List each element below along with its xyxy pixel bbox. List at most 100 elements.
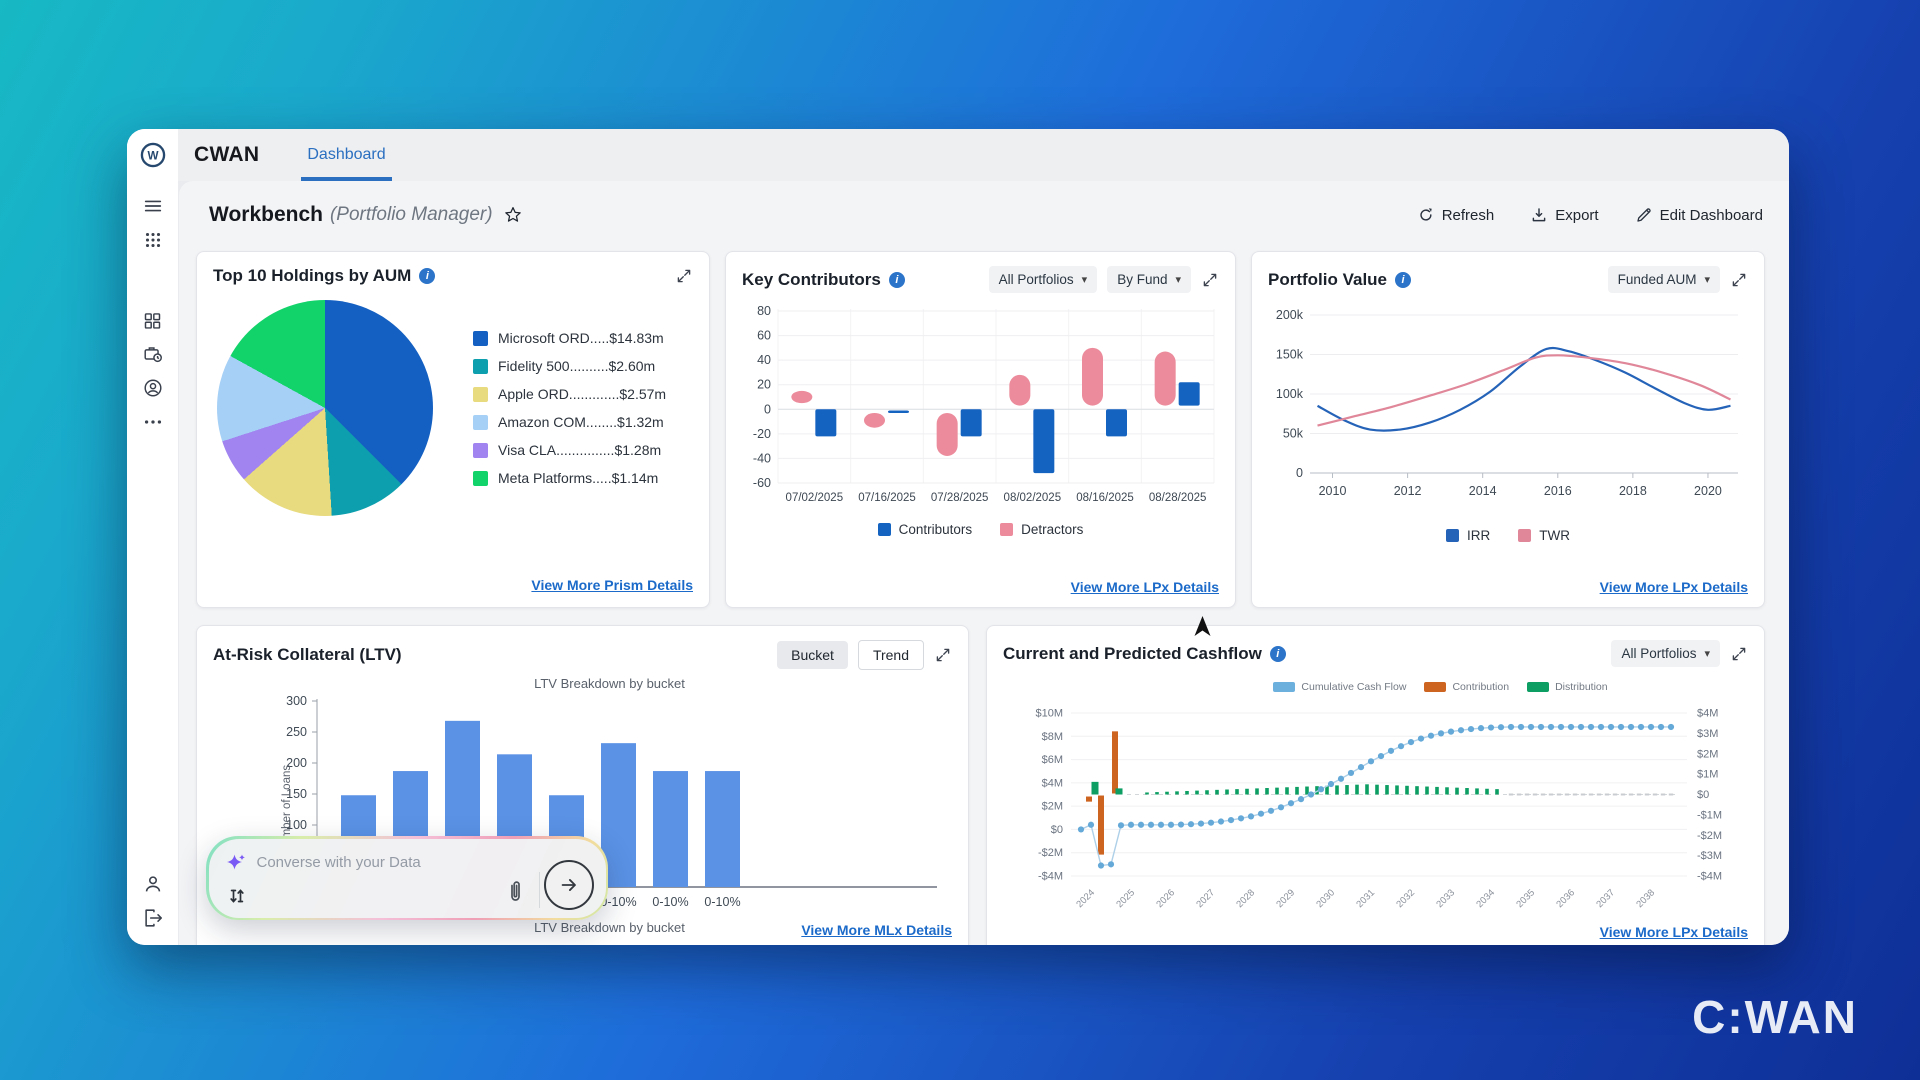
ltv-expand-button[interactable] (934, 646, 952, 664)
portfolio-value-header: Portfolio Value i Funded AUM ▾ (1252, 252, 1764, 297)
card-key-contributors: Key Contributors i All Portfolios ▾ By F… (725, 251, 1236, 608)
tab-dashboard[interactable]: Dashboard (301, 129, 392, 181)
dashboards-button[interactable] (127, 303, 178, 337)
svg-text:$10M: $10M (1035, 708, 1063, 720)
svg-text:2018: 2018 (1619, 484, 1647, 498)
chat-placeholder: Converse with your Data (256, 853, 421, 871)
svg-text:$0: $0 (1697, 789, 1709, 801)
svg-text:2024: 2024 (1074, 887, 1097, 910)
favorite-star-button[interactable] (503, 205, 523, 225)
svg-text:200: 200 (286, 756, 307, 770)
edit-dashboard-button[interactable]: Edit Dashboard (1635, 206, 1763, 224)
cashflow-title: Current and Predicted Cashflow (1003, 643, 1262, 663)
profile-button[interactable] (127, 867, 178, 901)
svg-text:07/28/2025: 07/28/2025 (931, 492, 989, 504)
svg-text:2027: 2027 (1194, 887, 1217, 910)
legend-item: Distribution (1527, 681, 1608, 693)
pencil-icon (1636, 208, 1651, 222)
legend-item: Visa CLA...............$1.28m (473, 442, 666, 458)
byfund-dropdown[interactable]: By Fund ▾ (1107, 266, 1191, 293)
legend-label: Meta Platforms.....$1.14m (498, 470, 659, 486)
legend-swatch (1273, 682, 1296, 692)
converse-chat-input[interactable]: Converse with your Data (208, 838, 606, 918)
cashflow-portfolios-dropdown-value: All Portfolios (1621, 646, 1697, 661)
holdings-legend: Microsoft ORD.....$14.83m Fidelity 500...… (473, 330, 666, 486)
cashflow-info-icon[interactable]: i (1269, 645, 1286, 662)
svg-text:$2M: $2M (1697, 748, 1718, 760)
ellipsis-icon (144, 420, 161, 424)
user-icon (145, 876, 160, 892)
svg-text:-$4M: -$4M (1038, 871, 1063, 883)
attach-paperclip-icon[interactable] (504, 880, 526, 904)
portfolio-value-info-icon[interactable]: i (1395, 271, 1412, 288)
portfolio-value-view-more-link[interactable]: View More LPx Details (1599, 579, 1748, 595)
legend-swatch (1518, 529, 1532, 542)
chat-adjust-icon[interactable] (227, 886, 247, 906)
cashflow-expand-button[interactable] (1730, 645, 1748, 663)
svg-text:0: 0 (1296, 466, 1303, 480)
chevron-down-icon: ▾ (1704, 648, 1710, 660)
key-contributors-view-more-link[interactable]: View More LPx Details (1070, 579, 1219, 595)
svg-text:2030: 2030 (1314, 887, 1337, 910)
cashflow-portfolios-dropdown[interactable]: All Portfolios ▾ (1611, 640, 1720, 667)
legend-swatch (473, 386, 488, 402)
portfolio-history-button[interactable] (127, 337, 178, 371)
svg-text:08/16/2025: 08/16/2025 (1076, 492, 1134, 504)
bucket-toggle-button[interactable]: Bucket (777, 641, 848, 669)
app-window: W CWAN Dashboard (127, 129, 1789, 945)
refresh-icon (1420, 208, 1432, 221)
key-contributors-info-icon[interactable]: i (888, 271, 905, 288)
ltv-title: At-Risk Collateral (LTV) (213, 645, 402, 664)
svg-text:80: 80 (757, 304, 771, 318)
account-button[interactable] (127, 371, 178, 405)
portfolios-dropdown[interactable]: All Portfolios ▾ (988, 266, 1098, 293)
refresh-button[interactable]: Refresh (1417, 206, 1494, 224)
portfolio-value-expand-button[interactable] (1730, 271, 1748, 289)
svg-text:2016: 2016 (1544, 484, 1572, 498)
portfolios-dropdown-value: All Portfolios (998, 272, 1074, 287)
cwan-logo-icon: W (140, 142, 165, 168)
svg-text:2020: 2020 (1694, 484, 1722, 498)
export-button[interactable]: Export (1530, 206, 1599, 224)
legend-item: Detractors (1000, 522, 1083, 537)
page-title: Workbench (209, 203, 323, 226)
cashflow-view-more-link[interactable]: View More LPx Details (1599, 924, 1748, 940)
holdings-expand-button[interactable] (675, 267, 693, 285)
header-actions: Refresh Export Edit Dashboard (1417, 206, 1763, 224)
chat-send-button[interactable] (543, 859, 594, 910)
holdings-view-more-link[interactable]: View More Prism Details (531, 577, 693, 593)
svg-text:40: 40 (757, 353, 771, 367)
svg-text:2035: 2035 (1514, 887, 1537, 910)
ltv-view-more-link[interactable]: View More MLx Details (801, 922, 952, 938)
expand-icon (1732, 647, 1746, 660)
svg-text:2032: 2032 (1394, 887, 1417, 910)
svg-text:150: 150 (286, 787, 307, 801)
download-icon (1532, 208, 1546, 222)
holdings-body: Microsoft ORD.....$14.83m Fidelity 500...… (197, 290, 709, 516)
svg-text:0-10%: 0-10% (600, 895, 636, 909)
svg-text:W: W (147, 150, 158, 163)
svg-text:-$3M: -$3M (1697, 850, 1722, 862)
funded-aum-dropdown[interactable]: Funded AUM ▾ (1607, 266, 1720, 293)
more-button[interactable] (127, 405, 178, 439)
svg-text:-60: -60 (753, 476, 771, 490)
legend-label: IRR (1467, 528, 1491, 543)
svg-text:0-10%: 0-10% (704, 895, 740, 909)
page-header: Workbench (Portfolio Manager) Refresh (209, 197, 1763, 233)
svg-text:2014: 2014 (1469, 484, 1497, 498)
holdings-pie-chart (217, 300, 433, 516)
app-logo[interactable]: W (127, 129, 178, 181)
svg-text:2029: 2029 (1274, 887, 1297, 910)
svg-text:0: 0 (764, 402, 771, 416)
arrow-right-icon (561, 878, 576, 891)
trend-toggle-button[interactable]: Trend (857, 640, 924, 670)
expand-icon (936, 648, 950, 662)
legend-label: Distribution (1555, 681, 1608, 693)
holdings-info-icon[interactable]: i (419, 268, 436, 284)
expand-icon (677, 269, 691, 283)
apps-button[interactable] (127, 223, 178, 257)
key-contributors-expand-button[interactable] (1201, 271, 1219, 289)
menu-button[interactable] (127, 189, 178, 223)
logout-button[interactable] (127, 901, 178, 935)
svg-text:50k: 50k (1283, 427, 1304, 441)
